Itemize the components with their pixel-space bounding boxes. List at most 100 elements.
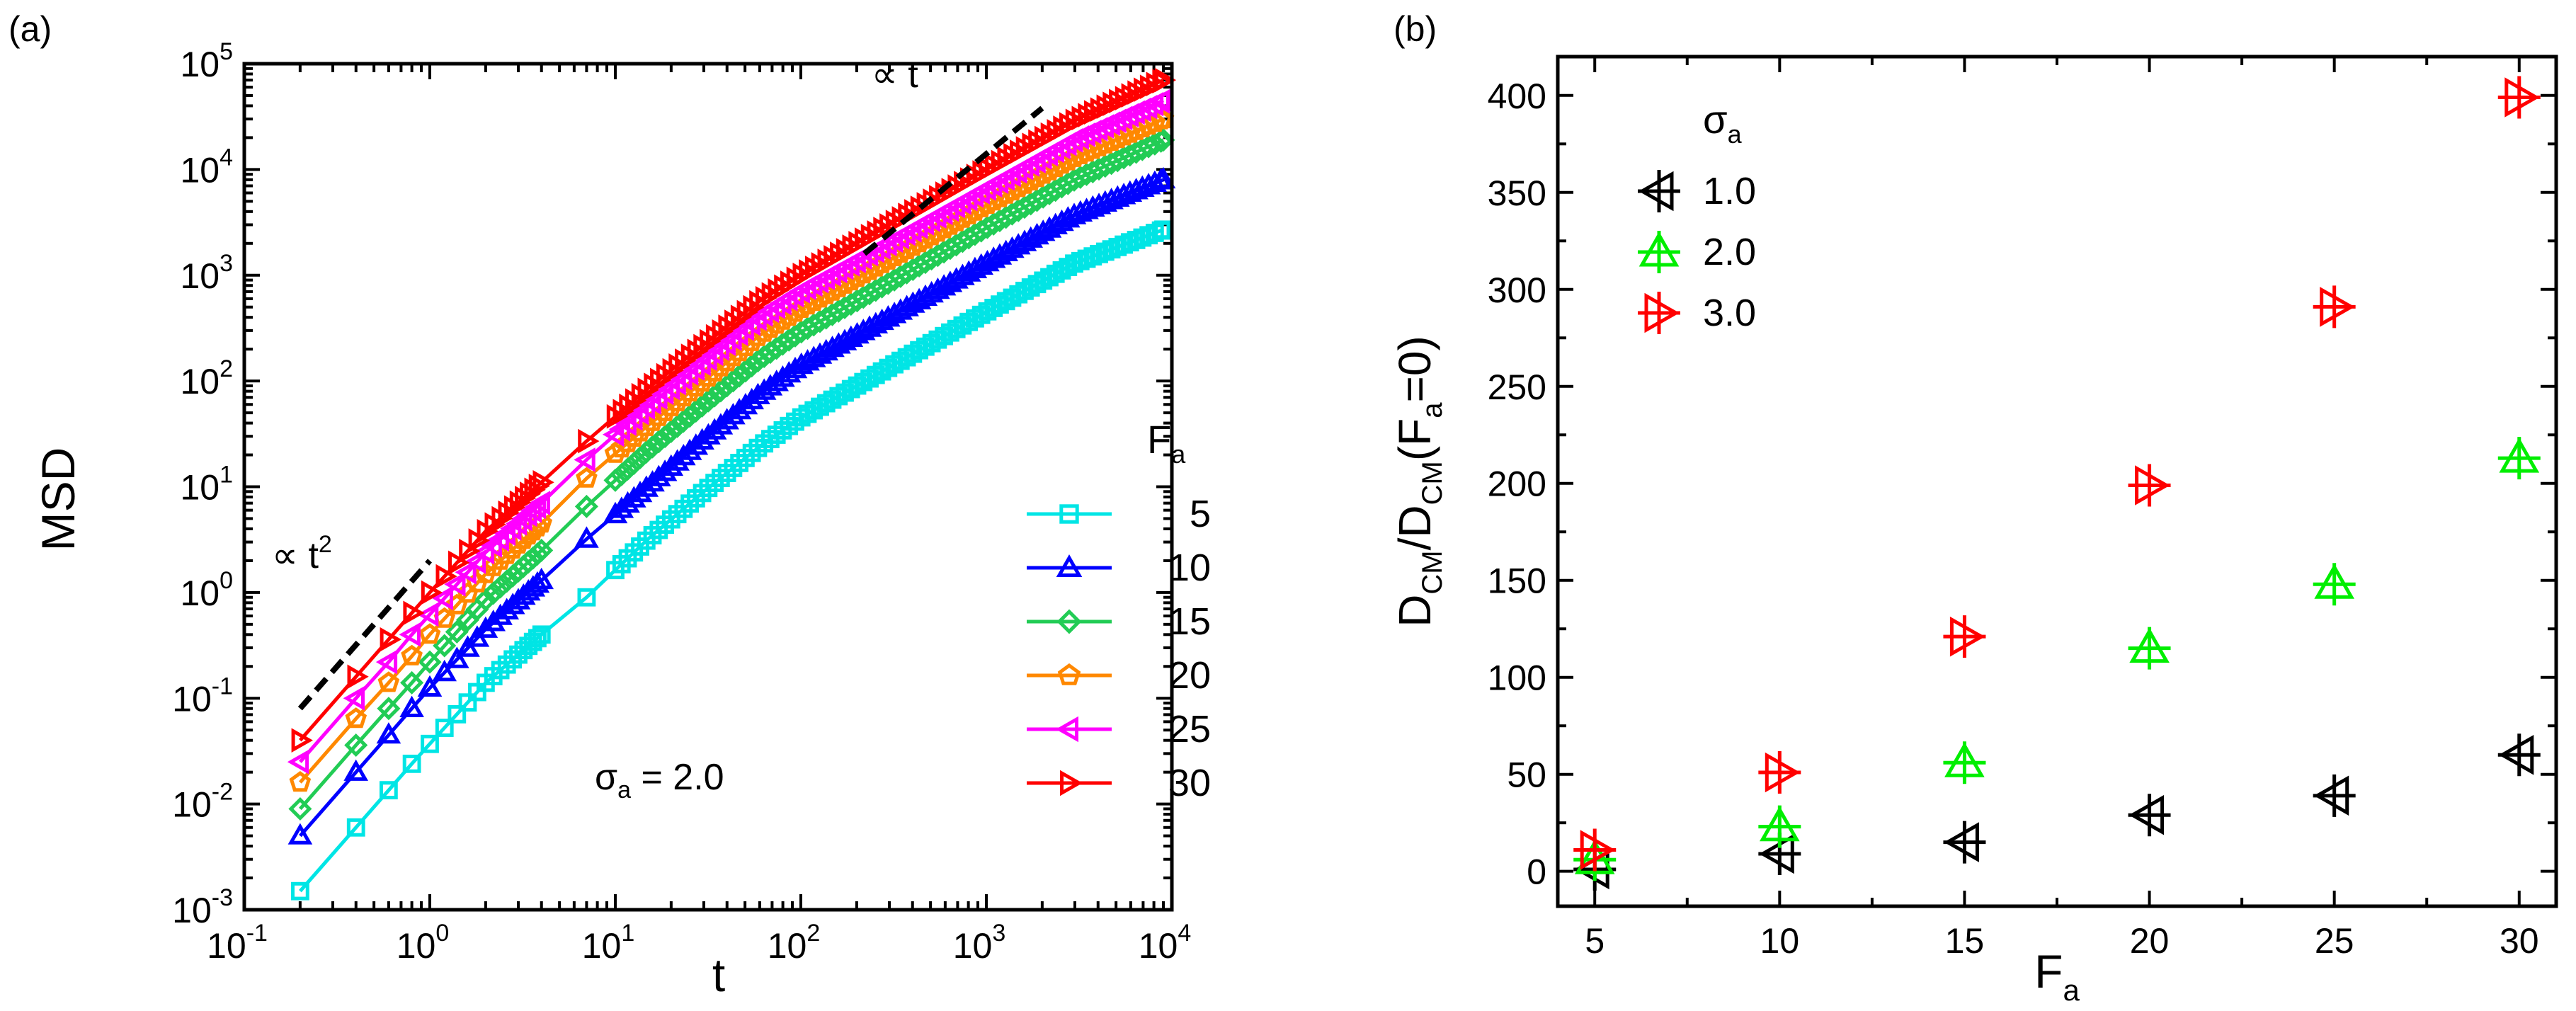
panel-a-series-lines	[299, 78, 1165, 893]
y-tick-label-exponent: 0	[220, 567, 233, 594]
marker-15	[288, 796, 312, 821]
legend-title: Fa	[1147, 417, 1186, 469]
y-tick-label-exponent: 1	[220, 462, 233, 489]
marker-10	[627, 480, 653, 503]
panel-a: (a) ∝ t2∝ t 10-1 100 101 102 103 10410-310-21…	[8, 9, 1211, 1001]
legend-marker-30	[1060, 770, 1083, 796]
marker-10	[634, 475, 659, 497]
marker-10	[488, 603, 513, 625]
legend-title-base: F	[1147, 417, 1171, 462]
marker-10	[615, 491, 640, 513]
marker-10	[659, 454, 684, 476]
marker-15	[640, 435, 665, 459]
marker-15	[666, 414, 690, 438]
marker-30	[291, 728, 313, 753]
marker-15	[610, 462, 634, 486]
guide-line-0	[297, 559, 433, 711]
marker-10	[432, 659, 457, 682]
panel-a-markers	[287, 67, 1177, 901]
marker-15	[445, 619, 469, 644]
panel-a-label: (a)	[8, 9, 52, 49]
marker-15	[1143, 132, 1167, 156]
marker-15	[344, 733, 368, 758]
legend-label-15: 15	[1168, 600, 1211, 643]
y-tick-label-base: 10	[172, 679, 212, 719]
marker-15	[734, 359, 758, 383]
y-tick-label-exponent: 2	[220, 355, 233, 382]
marker-10	[525, 571, 550, 593]
marker-5	[577, 588, 596, 607]
legend-marker-15	[1056, 609, 1082, 634]
marker-20	[401, 644, 423, 666]
y-tick-label: 100	[180, 567, 233, 613]
legend-label-25: 25	[1168, 708, 1211, 750]
marker-15	[721, 369, 745, 393]
marker-10	[455, 635, 480, 657]
marker-15	[659, 419, 683, 443]
marker-10	[417, 675, 443, 697]
y-tick-label-exponent: 3	[220, 250, 233, 277]
x-tick-label: 25	[2315, 921, 2354, 961]
legend-title-sub: a	[1171, 440, 1186, 469]
marker-5	[532, 625, 551, 644]
y-tick-label: 200	[1488, 464, 1546, 504]
marker-15	[702, 384, 726, 408]
y-tick-label-base: 10	[180, 362, 220, 401]
x-tick-label: 20	[2130, 921, 2170, 961]
guide-label-0: ∝ t2	[272, 531, 332, 576]
y-tick-label: 10-3	[172, 884, 233, 930]
y-tick-label: 102	[180, 355, 233, 401]
marker-10	[726, 398, 752, 420]
y-tick-label: 10-1	[172, 673, 233, 719]
marker-10	[721, 403, 746, 425]
marker-30	[403, 600, 425, 626]
legend-label-20: 20	[1168, 654, 1211, 697]
y-tick-label-exponent: -2	[212, 779, 233, 806]
legend-label-2.0: 2.0	[1703, 231, 1756, 273]
panel-a-frame	[242, 62, 1174, 912]
marker-30	[380, 627, 401, 652]
marker-25	[399, 622, 421, 647]
panel-a-y-axis-title: MSD	[32, 447, 84, 552]
marker-25	[416, 602, 439, 627]
y-tick-label: 100	[1488, 658, 1546, 698]
y-tick-label-exponent: 4	[220, 144, 233, 171]
y-tick-label-base: 10	[172, 891, 212, 930]
marker-15	[574, 494, 598, 518]
x-tick-label-base: 10	[953, 926, 993, 966]
marker-15	[684, 399, 708, 423]
marker-20	[576, 467, 598, 488]
marker-10	[621, 486, 646, 508]
x-tick-label-exponent: 3	[992, 920, 1005, 947]
marker-30	[448, 550, 470, 576]
marker-10	[702, 418, 727, 440]
marker-30	[532, 469, 554, 495]
y-tick-label: 400	[1488, 76, 1546, 116]
marker-10	[677, 438, 702, 460]
marker-30	[1154, 67, 1177, 93]
y-tick-label: 250	[1488, 367, 1546, 407]
guide-line-1	[862, 105, 1044, 256]
x-tick-label: 5	[1585, 921, 1605, 961]
marker-5	[346, 818, 365, 837]
x-tick-label: 103	[953, 920, 1006, 966]
panel-a-guide-lines: ∝ t2∝ t	[272, 55, 1044, 711]
sigma-annotation: σa = 2.0	[595, 757, 724, 804]
marker-25	[287, 749, 309, 775]
y-tick-label-base: 10	[180, 45, 220, 84]
panel-b-label: (b)	[1394, 9, 1437, 49]
legend-label-30: 30	[1168, 762, 1211, 804]
marker-25	[528, 491, 550, 515]
x-tick-label-exponent: -1	[246, 920, 268, 947]
y-tick-label-base: 10	[180, 468, 220, 508]
y-tick-label: 104	[180, 144, 233, 190]
y-tick-label-base: 10	[180, 573, 220, 613]
marker-15	[603, 468, 627, 492]
marker-15	[377, 697, 401, 721]
x-tick-label-base: 10	[768, 926, 807, 966]
marker-15	[740, 354, 764, 378]
panel-b-x-axis-title: Fa	[2034, 945, 2080, 1007]
marker-15	[690, 394, 714, 418]
